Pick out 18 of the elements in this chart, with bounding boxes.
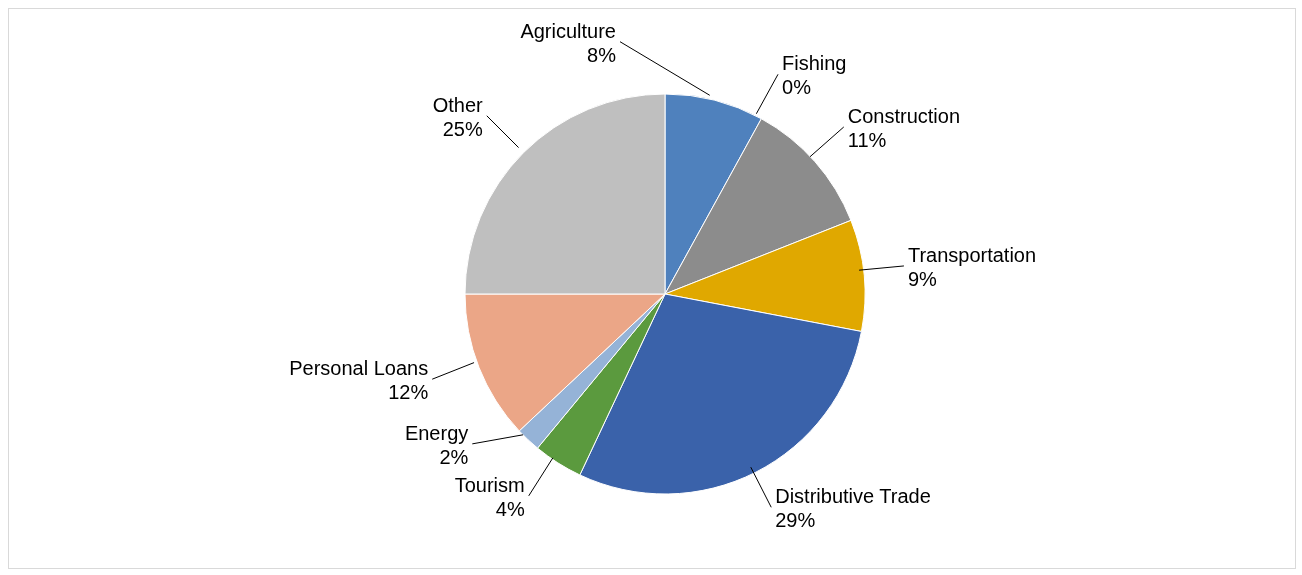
category-label: Fishing (782, 52, 847, 75)
slice-label: Tourism (454, 473, 525, 496)
slice-label: Personal Loans (289, 357, 429, 380)
data-label: 25% (442, 117, 483, 140)
slice-label: Agriculture (520, 19, 616, 42)
slice-label: Energy (404, 421, 469, 444)
data-label: 4% (495, 497, 525, 520)
data-label: 12% (388, 381, 429, 404)
data-label: 8% (587, 43, 617, 66)
data-label: 29% (775, 509, 816, 532)
data-label: 11% (847, 128, 887, 151)
slice-label: Other (432, 93, 484, 116)
slice-label: Construction (847, 104, 961, 127)
slice-label: Distributive Trade (775, 485, 931, 508)
data-label: 9% (907, 267, 938, 290)
slice-label: Transportation (907, 243, 1037, 266)
text: 0% (782, 76, 811, 99)
data-label: 2% (439, 445, 469, 468)
